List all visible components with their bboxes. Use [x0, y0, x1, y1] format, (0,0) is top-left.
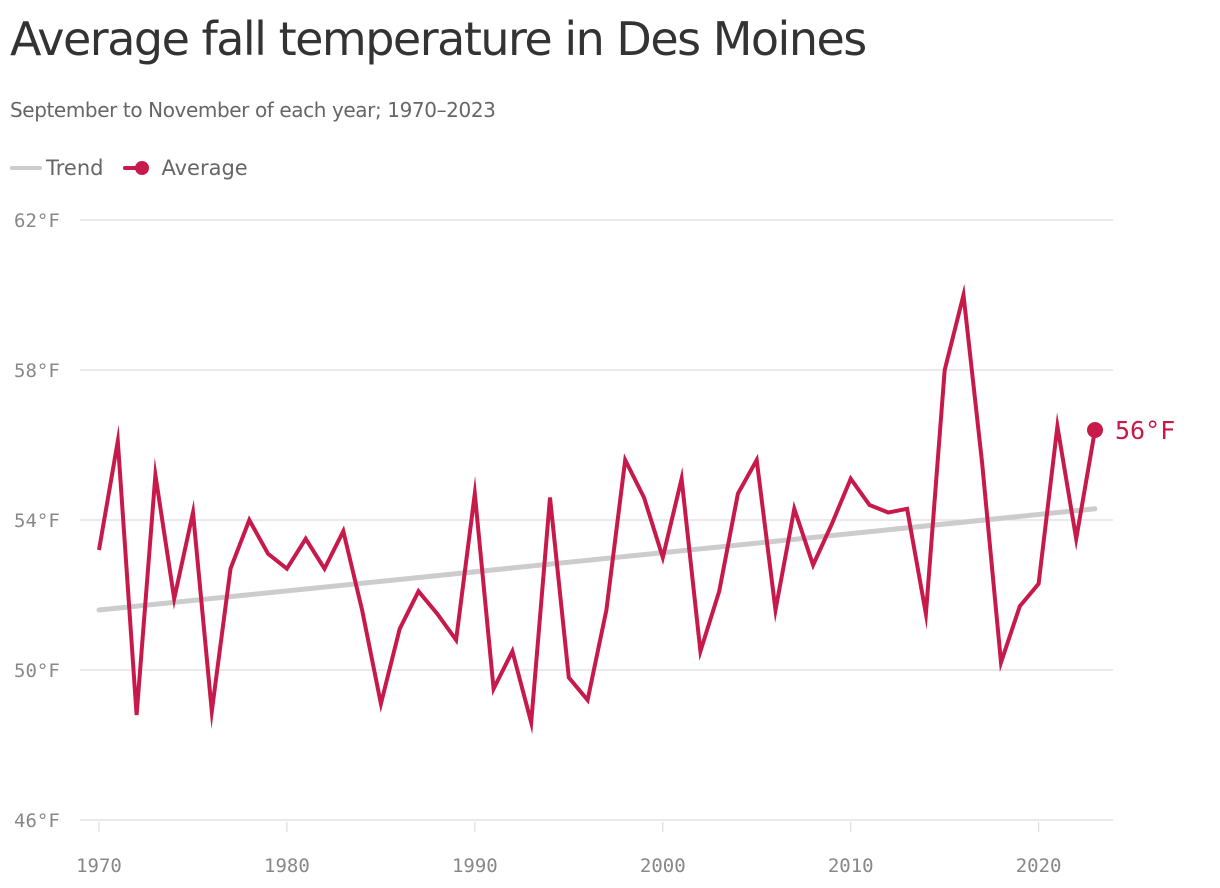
average-series-line	[97, 283, 1097, 735]
x-tick-label: 2000	[640, 855, 686, 877]
chart-title: Average fall temperature in Des Moines	[10, 12, 867, 66]
legend-item-average: Average	[123, 156, 248, 180]
end-value-label: 56°F	[1115, 416, 1175, 445]
y-tick-label: 50°F	[14, 660, 60, 682]
last-point-marker	[1087, 422, 1103, 438]
trend-line	[96, 506, 1098, 613]
legend-swatch-trend	[10, 166, 42, 170]
legend-label-average: Average	[161, 156, 248, 180]
x-tick-label: 2020	[1016, 855, 1062, 877]
y-tick-label: 58°F	[14, 360, 60, 382]
legend: Trend Average	[10, 156, 268, 180]
y-tick-label: 46°F	[14, 810, 60, 832]
x-tick-label: 1970	[76, 855, 122, 877]
x-tick-label: 1980	[264, 855, 310, 877]
legend-item-trend: Trend	[10, 156, 103, 180]
x-tick-label: 2010	[828, 855, 874, 877]
chart-subtitle: September to November of each year; 1970…	[10, 98, 496, 122]
x-tick-label: 1990	[452, 855, 498, 877]
y-tick-label: 62°F	[14, 210, 60, 232]
y-tick-label: 54°F	[14, 510, 60, 532]
legend-swatch-average	[123, 161, 151, 175]
legend-label-trend: Trend	[46, 156, 104, 180]
